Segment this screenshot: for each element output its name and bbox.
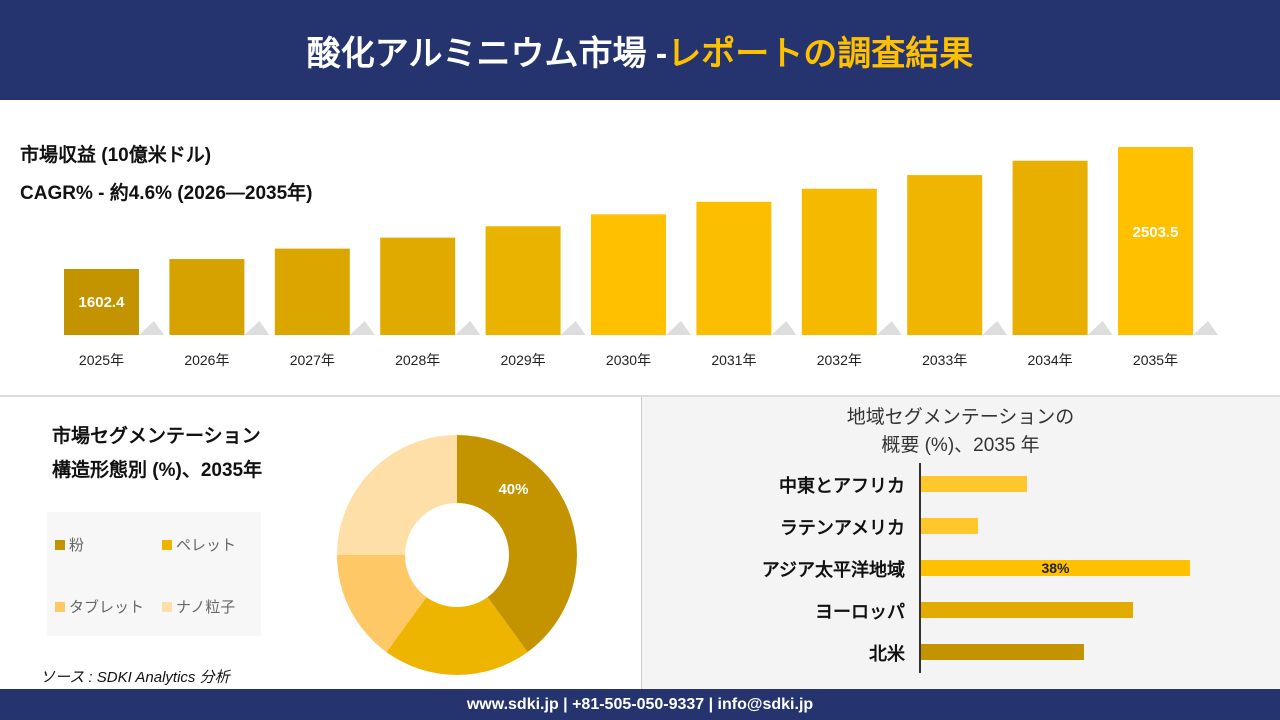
revenue-bar	[485, 226, 561, 335]
cagr-text: CAGR% - 約4.6% (2026—2035年)	[20, 183, 313, 204]
x-tick-label: 2029年	[501, 352, 546, 368]
legend-label: ナノ粒子	[176, 599, 236, 616]
bar-shadow	[349, 321, 375, 335]
title-accent: レポートの調査結果	[667, 34, 974, 73]
legend-label: ペレット	[176, 537, 237, 554]
segment-title-line2: 構造形態別 (%)、2035年	[52, 460, 263, 481]
region-bar	[921, 602, 1134, 618]
donut-chart: 40%	[337, 435, 577, 675]
y-axis-line	[919, 463, 921, 673]
bar-shadow	[139, 321, 164, 335]
legend-swatch	[162, 601, 172, 612]
x-tick-label: 2028年	[395, 352, 440, 368]
revenue-bar	[380, 237, 456, 335]
bar-shadow	[982, 321, 1008, 335]
region-bar	[921, 518, 978, 534]
revenue-title: 市場収益 (10億米ドル)	[20, 145, 212, 166]
bar-shadow	[666, 321, 691, 335]
divider	[0, 395, 1280, 397]
bar-shadow	[876, 321, 902, 335]
region-label: ラテンアメリカ	[779, 518, 905, 538]
legend-label: タブレット	[69, 599, 145, 616]
legend-swatch	[55, 539, 65, 550]
segment-title-line1: 市場セグメンテーション	[52, 426, 261, 447]
x-tick-label: 2026年	[184, 352, 229, 368]
region-bar	[921, 644, 1084, 660]
region-label: ヨーロッパ	[815, 602, 905, 622]
donut-slice	[337, 435, 457, 555]
revenue-bar	[801, 188, 877, 335]
region-bar	[921, 476, 1028, 492]
bar-shadow	[455, 321, 481, 335]
legend-item: タブレット	[55, 596, 144, 617]
x-tick-label: 2033年	[922, 352, 967, 368]
donut-data-label: 40%	[498, 481, 528, 498]
revenue-bar	[64, 269, 139, 335]
bar-data-label: 1602.4	[79, 294, 126, 311]
bar-shadow	[1087, 321, 1113, 335]
region-title-line2: 概要 (%)、2035 年	[881, 435, 1040, 456]
x-tick-label: 2031年	[711, 352, 756, 368]
region-panel	[641, 397, 1280, 689]
legend-label: 粉	[69, 537, 85, 554]
x-tick-label: 2034年	[1028, 352, 1073, 368]
region-label: 中東とアフリカ	[779, 476, 905, 496]
segment-title: 市場セグメンテーション 構造形態別 (%)、2035年	[52, 420, 262, 488]
donut-slice	[386, 597, 528, 675]
donut-slice	[337, 555, 427, 653]
legend-item: ペレット	[162, 534, 236, 555]
x-tick-label: 2032年	[817, 352, 862, 368]
header-banner: 酸化アルミニウム市場 - レポートの調査結果	[0, 0, 1280, 100]
region-title: 地域セグメンテーションの 概要 (%)、2035 年	[641, 404, 1280, 460]
revenue-bar	[274, 248, 350, 335]
footer-contact: www.sdki.jp | +81-505-050-9337 | info@sd…	[0, 689, 1280, 720]
revenue-bar	[907, 175, 983, 335]
bar-data-label: 2503.5	[1133, 224, 1179, 241]
bar-shadow	[1193, 321, 1218, 335]
bar-shadow	[560, 321, 586, 335]
bar-shadow	[244, 321, 270, 335]
revenue-bar	[169, 259, 245, 335]
source-note: ソース : SDKI Analytics 分析	[40, 669, 230, 686]
legend-item: ナノ粒子	[162, 596, 235, 617]
region-title-line1: 地域セグメンテーションの	[846, 407, 1075, 428]
donut-legend: 粉 ペレット タブレット ナノ粒子	[47, 512, 261, 636]
x-tick-label: 2027年	[290, 352, 335, 368]
bar-shadow	[771, 321, 797, 335]
revenue-bar	[696, 201, 772, 335]
legend-swatch	[55, 601, 65, 612]
x-tick-label: 2030年	[606, 352, 651, 368]
title-main: 酸化アルミニウム市場 -	[306, 34, 668, 73]
region-label: アジア太平洋地域	[761, 560, 905, 580]
donut-slice	[457, 435, 577, 653]
revenue-bar	[591, 214, 666, 335]
legend-item: 粉	[55, 534, 84, 555]
region-bar: 38%	[921, 560, 1190, 576]
x-tick-label: 2035年	[1133, 352, 1178, 368]
revenue-bar	[1012, 160, 1088, 335]
revenue-bar	[1118, 147, 1193, 335]
legend-swatch	[162, 539, 172, 550]
region-label: 北米	[869, 644, 905, 664]
x-tick-label: 2025年	[79, 352, 124, 368]
revenue-bar-chart: 2025年 1602.4 2026年 2027年 2028年 2029年 2030年 2031…	[64, 147, 1218, 368]
